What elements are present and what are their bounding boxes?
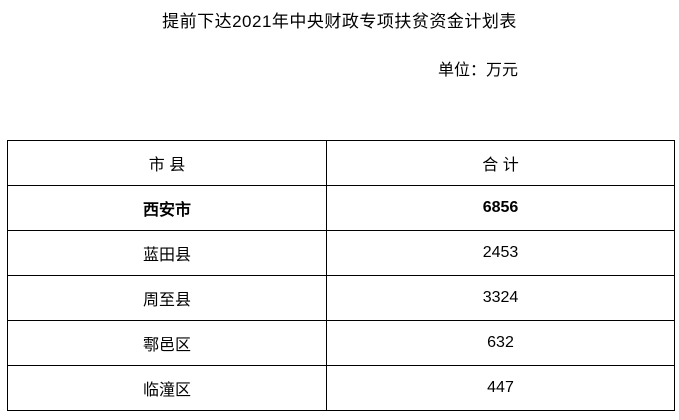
unit-label: 单位：万元	[437, 62, 518, 79]
total-cell: 2453	[326, 230, 675, 276]
total-cell: 447	[326, 365, 675, 411]
funds-table: 市 县 合 计 西安市 6856 蓝田县 2453 周至县 3324 鄠邑区 6…	[7, 140, 675, 411]
table-row: 蓝田县 2453	[7, 230, 675, 276]
page-title: 提前下达2021年中央财政专项扶贫资金计划表	[162, 12, 517, 31]
total-cell: 6856	[326, 185, 675, 231]
total-cell: 3324	[326, 275, 675, 321]
table-row: 周至县 3324	[7, 275, 675, 321]
total-cell: 632	[326, 320, 675, 366]
table-row: 临潼区 447	[7, 365, 675, 411]
table-header-row: 市 县 合 计	[7, 140, 675, 186]
column-header-city: 市 县	[7, 140, 327, 186]
column-header-total: 合 计	[326, 140, 675, 186]
city-cell: 临潼区	[7, 365, 327, 411]
table-row: 鄠邑区 632	[7, 320, 675, 366]
city-cell: 西安市	[7, 185, 327, 231]
city-cell: 鄠邑区	[7, 320, 327, 366]
city-cell: 蓝田县	[7, 230, 327, 276]
city-cell: 周至县	[7, 275, 327, 321]
table-row: 西安市 6856	[7, 185, 675, 231]
